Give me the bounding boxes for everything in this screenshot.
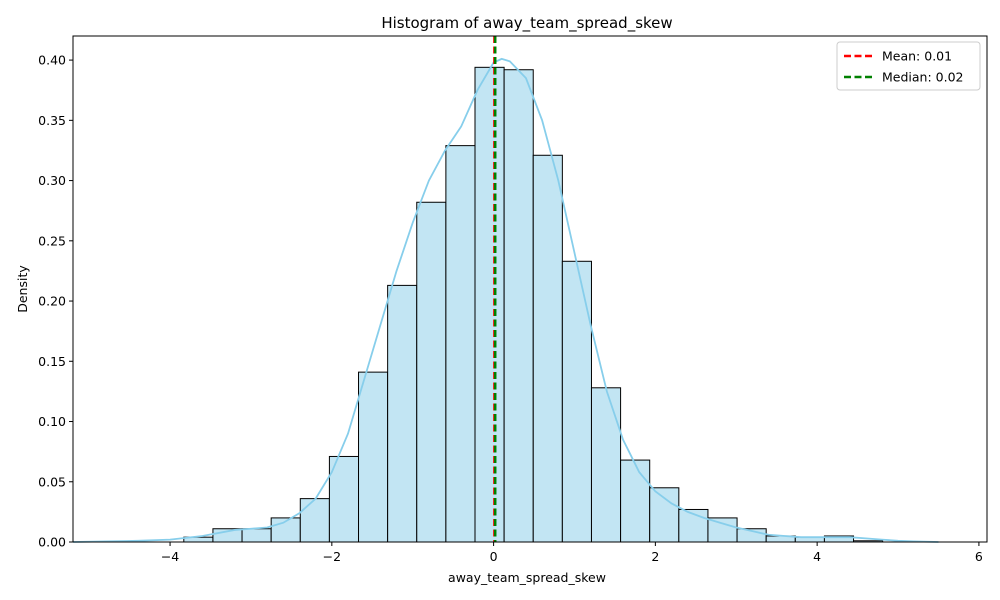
histogram-bar: [532, 154, 563, 543]
y-tick-label: 0.20: [38, 294, 66, 309]
histogram-bar: [445, 145, 476, 543]
x-tick-label: 6: [975, 549, 983, 564]
x-tick-label: −4: [161, 549, 179, 564]
histogram-bar: [474, 66, 505, 543]
y-tick-label: 0.00: [38, 535, 66, 550]
x-axis-ticks: −4 −2 0 2 4 6: [161, 542, 983, 564]
chart-title: Histogram of away_team_spread_skew: [381, 14, 672, 33]
legend: Mean: 0.01 Median: 0.02: [836, 41, 981, 91]
histogram-bar: [387, 284, 418, 543]
y-axis-label: Density: [15, 265, 30, 313]
legend-median-label: Median: 0.02: [882, 70, 963, 85]
histogram-bar: [299, 498, 330, 543]
histogram-bar: [358, 371, 389, 543]
histogram-bar: [503, 69, 534, 543]
y-tick-label: 0.15: [38, 354, 66, 369]
y-tick-label: 0.10: [38, 414, 66, 429]
histogram-bar: [620, 459, 651, 543]
y-tick-label: 0.35: [38, 113, 66, 128]
y-tick-label: 0.05: [38, 474, 66, 489]
legend-box: [836, 41, 981, 91]
y-tick-label: 0.40: [38, 53, 66, 68]
kde-curve: [72, 57, 939, 543]
x-axis-label: away_team_spread_skew: [448, 570, 606, 585]
reference-lines: [493, 36, 497, 542]
histogram-bar: [649, 487, 680, 543]
x-tick-label: 0: [490, 549, 498, 564]
legend-mean-label: Mean: 0.01: [882, 49, 952, 64]
y-tick-label: 0.30: [38, 173, 66, 188]
histogram-bar: [416, 201, 447, 543]
y-axis-ticks: 0.00 0.05 0.10 0.15 0.20 0.25 0.30 0.35 0.40: [38, 53, 73, 550]
plot-frame: [72, 35, 988, 543]
histogram-bar: [590, 387, 622, 543]
histogram-bar: [241, 528, 272, 543]
x-tick-label: 2: [651, 549, 659, 564]
x-tick-label: 4: [813, 549, 821, 564]
y-tick-label: 0.25: [38, 233, 66, 248]
histogram-bar: [561, 260, 592, 543]
x-tick-label: −2: [323, 549, 341, 564]
bars-layer: [183, 66, 884, 543]
histogram-bar: [707, 517, 738, 543]
